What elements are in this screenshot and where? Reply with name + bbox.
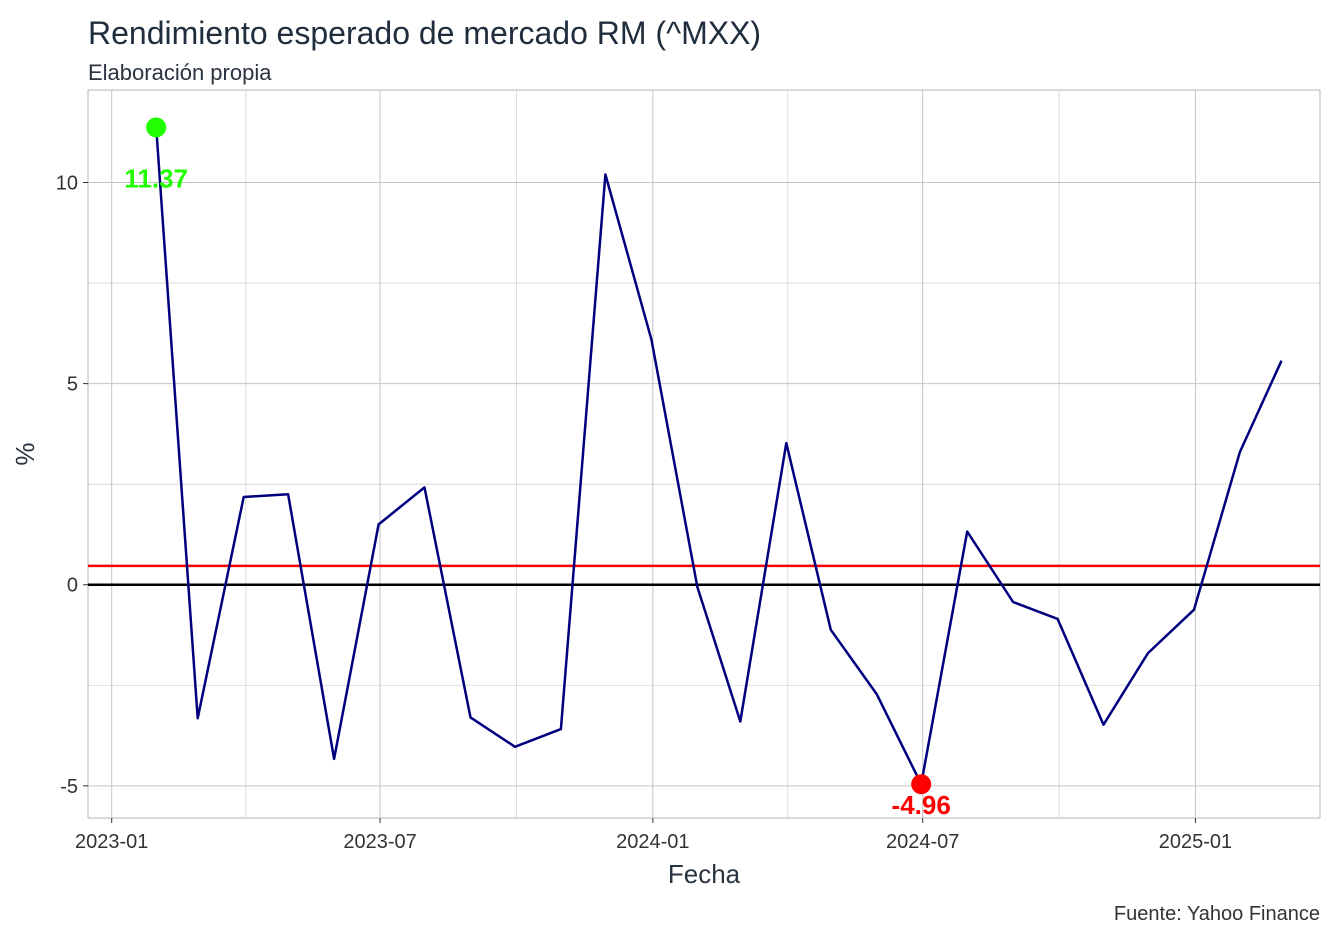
y-tick-label: 5 — [67, 374, 78, 396]
x-axis-title: Fecha — [668, 859, 741, 889]
x-tick-label: 2024-01 — [616, 831, 689, 853]
reference-lines — [88, 564, 1320, 586]
x-tick-label: 2023-07 — [343, 831, 416, 853]
series-layer — [154, 127, 1283, 786]
chart-title: Rendimiento esperado de mercado RM (^MXX… — [88, 15, 761, 51]
x-tick-label: 2024-07 — [886, 831, 959, 853]
highlight-layer: 11.37 -4.96 — [124, 117, 951, 820]
major-gridlines — [88, 90, 1320, 818]
y-axis-title: % — [10, 442, 40, 465]
y-tick-label: 0 — [67, 575, 78, 597]
highlight-label: 11.37 — [124, 163, 188, 193]
highlight-point — [146, 117, 167, 138]
y-tick-label: -5 — [60, 776, 78, 798]
highlight-label: -4.96 — [892, 790, 951, 820]
y-tick-label: 10 — [56, 173, 78, 195]
plot-panel-border — [87, 89, 1321, 819]
x-tick-label: 2023-01 — [75, 831, 148, 853]
highlight-point — [911, 774, 932, 795]
minor-gridlines — [88, 90, 1320, 818]
series-line — [154, 127, 1283, 786]
y-axis-ticks: -5 0 5 10 — [56, 173, 88, 798]
chart-caption: Fuente: Yahoo Finance — [1114, 903, 1320, 925]
x-axis-ticks: 2023-01 2023-07 2024-01 2024-07 2025-01 — [75, 818, 1232, 853]
x-tick-label: 2025-01 — [1159, 831, 1232, 853]
chart-subtitle: Elaboración propia — [88, 60, 272, 85]
